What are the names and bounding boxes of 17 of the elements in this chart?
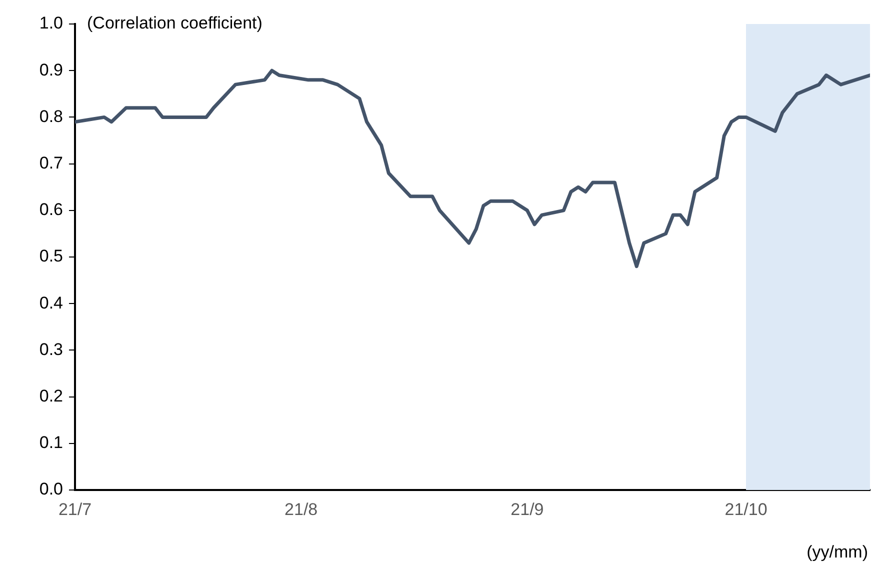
y-tick-label: 0.4 (39, 293, 63, 312)
y-tick-label: 0.5 (39, 246, 63, 266)
y-tick-label: 0.1 (39, 433, 63, 452)
x-axis-title: (yy/mm) (806, 542, 868, 562)
y-tick-label: 0.7 (39, 153, 63, 172)
y-tick-label: 0.6 (39, 200, 63, 220)
x-tick-label: 21/7 (58, 500, 92, 519)
y-tick-label: 0.3 (39, 340, 63, 359)
y-axis-title: (Correlation coefficient) (87, 14, 262, 33)
y-tick-label: 0.9 (39, 60, 63, 80)
x-tick-label: 21/9 (510, 500, 544, 519)
y-tick-label: 1.0 (39, 14, 63, 33)
x-tick-label: 21/10 (724, 500, 768, 519)
x-tick-label: 21/8 (284, 500, 318, 519)
y-tick-label: 0.2 (39, 386, 63, 406)
y-tick-label: 0.0 (39, 480, 63, 499)
y-tick-label: 0.8 (39, 106, 63, 126)
